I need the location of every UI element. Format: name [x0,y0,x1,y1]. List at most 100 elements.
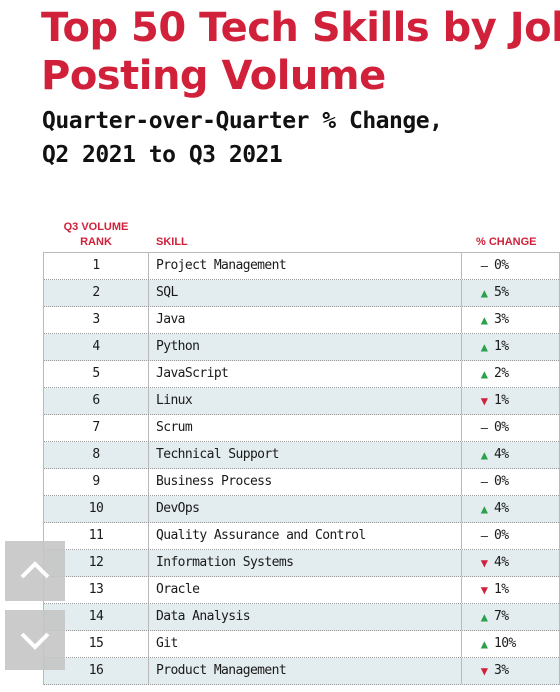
change-value: 5% [494,285,509,300]
title-line-1: Top 50 Tech Skills by Job [41,5,560,51]
change-value: 4% [494,501,509,516]
change-cell: –0% [464,469,560,495]
change-value: 3% [494,663,509,678]
triangle-up-icon: ▲ [480,313,488,327]
skill-cell: DevOps [149,496,462,522]
dash-icon: – [480,259,488,273]
skill-cell: JavaScript [149,361,462,387]
rank-cell: 6 [44,388,149,414]
triangle-down-icon: ▼ [480,583,488,597]
change-value: 0% [494,420,509,435]
column-header-change: % CHANGE [476,236,537,248]
table-row: 1 Project Management –0% [44,253,559,280]
chevron-up-icon [20,561,50,579]
rank-cell: 9 [44,469,149,495]
column-header-rank-line-1: Q3 VOLUME [63,221,129,233]
dash-icon: – [480,421,488,435]
change-value: 0% [494,474,509,489]
change-value: 0% [494,528,509,543]
change-cell: –0% [464,415,560,441]
table-row: 13 Oracle ▼ 1% [44,577,559,604]
triangle-up-icon: ▲ [480,610,488,624]
title-line-2: Posting Volume [41,53,386,99]
dash-icon: – [480,529,488,543]
rank-cell: 11 [44,523,149,549]
rank-cell: 14 [44,604,149,630]
table-row: 4 Python ▲ 1% [44,334,559,361]
change-value: 1% [494,339,509,354]
table-row: 15 Git ▲ 10% [44,631,559,658]
rank-cell: 8 [44,442,149,468]
triangle-up-icon: ▲ [480,286,488,300]
change-cell: ▲ 1% [464,334,560,360]
change-cell: ▼ 1% [464,577,560,603]
table-row: 3 Java ▲ 3% [44,307,559,334]
scroll-up-button[interactable] [5,541,65,601]
rank-cell: 12 [44,550,149,576]
table-row: 5 JavaScript ▲ 2% [44,361,559,388]
change-cell: ▼ 1% [464,388,560,414]
triangle-down-icon: ▼ [480,556,488,570]
scroll-down-button[interactable] [5,610,65,670]
change-cell: ▲ 5% [464,280,560,306]
change-value: 7% [494,609,509,624]
triangle-up-icon: ▲ [480,637,488,651]
table-row: 11 Quality Assurance and Control –0% [44,523,559,550]
change-value: 1% [494,582,509,597]
triangle-up-icon: ▲ [480,367,488,381]
skill-cell: SQL [149,280,462,306]
subtitle-line-2: Q2 2021 to Q3 2021 [42,142,283,168]
change-cell: ▲ 7% [464,604,560,630]
page-subtitle: Quarter-over-Quarter % Change, Q2 2021 t… [42,104,443,172]
change-value: 0% [494,258,509,273]
change-cell: –0% [464,253,560,279]
rank-cell: 13 [44,577,149,603]
rank-cell: 15 [44,631,149,657]
chevron-down-icon [20,632,50,650]
table-row: 6 Linux ▼ 1% [44,388,559,415]
skill-cell: Product Management [149,658,462,684]
rank-cell: 2 [44,280,149,306]
change-cell: ▼ 4% [464,550,560,576]
table-row: 9 Business Process –0% [44,469,559,496]
change-value: 2% [494,366,509,381]
triangle-down-icon: ▼ [480,394,488,408]
change-value: 1% [494,393,509,408]
change-cell: ▲ 10% [464,631,560,657]
skill-cell: Python [149,334,462,360]
rank-cell: 7 [44,415,149,441]
triangle-down-icon: ▼ [480,664,488,678]
rank-cell: 16 [44,658,149,684]
skill-cell: Data Analysis [149,604,462,630]
triangle-up-icon: ▲ [480,340,488,354]
rank-cell: 5 [44,361,149,387]
skill-cell: Git [149,631,462,657]
skill-cell: Business Process [149,469,462,495]
column-header-rank: Q3 VOLUME RANK [44,220,148,250]
rank-cell: 4 [44,334,149,360]
table-row: 7 Scrum –0% [44,415,559,442]
rank-cell: 10 [44,496,149,522]
table-row: 16 Product Management ▼ 3% [44,658,559,685]
skill-cell: Project Management [149,253,462,279]
skill-cell: Linux [149,388,462,414]
skill-cell: Scrum [149,415,462,441]
skill-cell: Information Systems [149,550,462,576]
change-cell: ▲ 2% [464,361,560,387]
subtitle-line-1: Quarter-over-Quarter % Change, [42,108,443,134]
table-row: 14 Data Analysis ▲ 7% [44,604,559,631]
skill-cell: Technical Support [149,442,462,468]
table-row: 8 Technical Support ▲ 4% [44,442,559,469]
column-header-skill: SKILL [156,236,188,248]
change-cell: –0% [464,523,560,549]
table-row: 2 SQL ▲ 5% [44,280,559,307]
page-title: Top 50 Tech Skills by Job Posting Volume [41,4,560,100]
skill-cell: Java [149,307,462,333]
change-value: 3% [494,312,509,327]
dash-icon: – [480,475,488,489]
skills-table: 1 Project Management –0% 2 SQL ▲ 5% 3 Java ▲ 3% 4 Py… [43,252,560,685]
rank-cell: 3 [44,307,149,333]
rank-cell: 1 [44,253,149,279]
table-row: 12 Information Systems ▼ 4% [44,550,559,577]
triangle-up-icon: ▲ [480,502,488,516]
